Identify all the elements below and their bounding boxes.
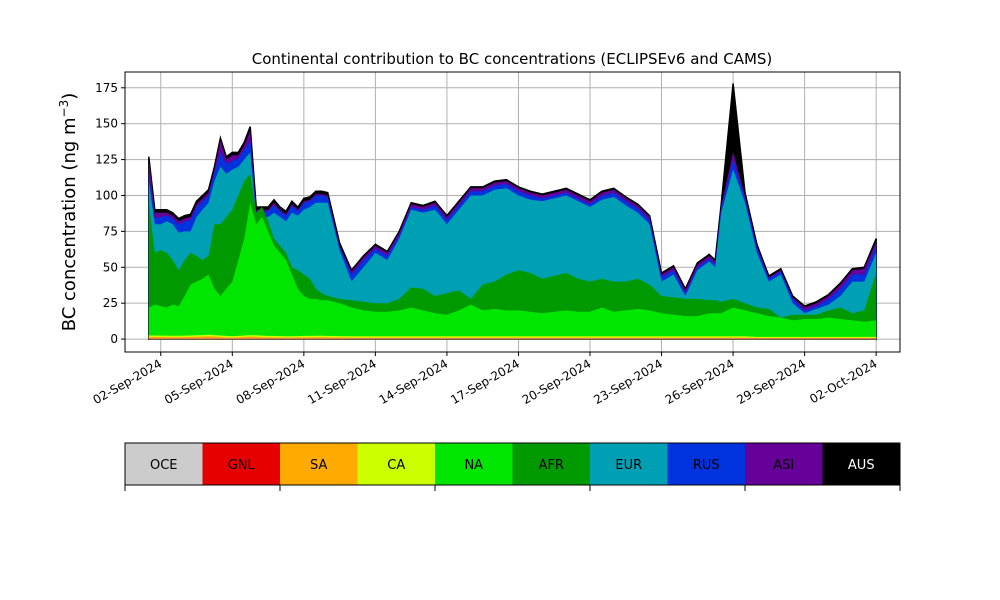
chart-title: Continental contribution to BC concentra… xyxy=(252,50,773,68)
y-axis-label-text: BC concentration (ng m xyxy=(59,117,80,331)
area-na xyxy=(148,202,877,340)
color-bar-label-sa: SA xyxy=(310,458,327,473)
color-bar-label-afr: AFR xyxy=(539,458,564,473)
y-axis-label-exponent: −3 xyxy=(57,100,71,118)
y-tick-label: 75 xyxy=(103,224,118,238)
color-bar-swatch-oce xyxy=(125,443,203,485)
area-oce xyxy=(148,338,877,340)
color-bar-label-oce: OCE xyxy=(150,458,178,473)
color-bar-swatch-ca xyxy=(357,443,435,485)
stacked-areas xyxy=(148,83,877,340)
color-bar-swatch-eur xyxy=(590,443,668,485)
color-bar-label-ca: CA xyxy=(387,458,405,473)
y-tick-label: 125 xyxy=(95,153,118,167)
color-bar-swatch-na xyxy=(435,443,513,485)
color-bar-label-asi: ASI xyxy=(773,458,794,473)
area-eur xyxy=(148,152,877,340)
color-bar-legend: OCE GNL SA CA NA AFR EUR RUS ASI AUS xyxy=(124,442,901,491)
y-tick-label: 175 xyxy=(95,81,118,95)
y-tick-label: 100 xyxy=(95,188,118,202)
y-axis-label: BC concentration (ng m−3) xyxy=(57,93,80,332)
y-tick-label: 150 xyxy=(95,117,118,131)
color-bar-swatch-afr xyxy=(512,443,590,485)
color-bar-label-aus: AUS xyxy=(848,458,875,473)
axes-frame xyxy=(124,71,901,353)
color-bar-frame xyxy=(124,442,901,486)
color-bar-swatch-asi xyxy=(745,443,823,485)
y-tick-label: 25 xyxy=(103,296,118,310)
y-ticks: 0 25 50 75 100 125 150 175 xyxy=(95,81,125,346)
color-bar-label-na: NA xyxy=(464,458,483,473)
color-bar-label-gnl: GNL xyxy=(228,458,256,473)
y-tick-label: 0 xyxy=(110,332,118,346)
y-axis-label-close: ) xyxy=(59,93,80,100)
color-bar-label-rus: RUS xyxy=(693,458,720,473)
area-afr xyxy=(148,173,877,340)
y-tick-label: 50 xyxy=(103,260,118,274)
color-bar-swatch-gnl xyxy=(202,443,280,485)
color-bar-label-eur: EUR xyxy=(615,458,642,473)
color-bar-swatch-aus xyxy=(822,443,900,485)
color-bar-swatch-sa xyxy=(280,443,358,485)
color-bar-swatch-rus xyxy=(667,443,745,485)
